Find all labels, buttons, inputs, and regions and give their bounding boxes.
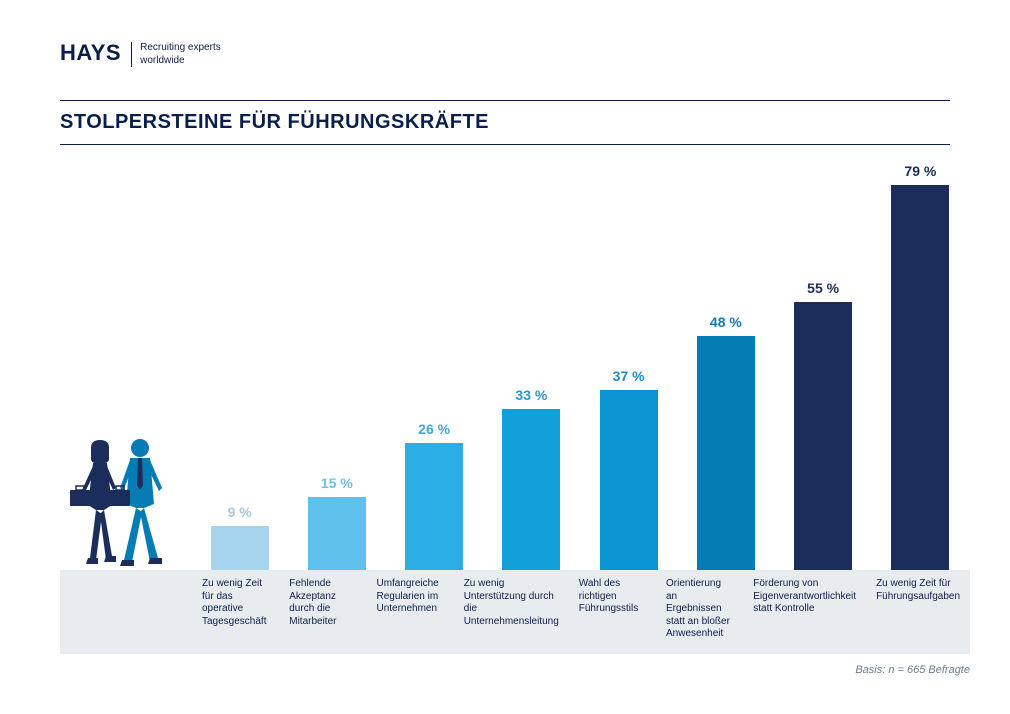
bar-value-6: 55 % xyxy=(807,280,839,296)
bar-rect-3 xyxy=(502,409,560,570)
bar-rect-1 xyxy=(308,497,366,570)
chart-region: 9 %15 %26 %33 %37 %48 %55 %79 % Zu wenig… xyxy=(60,180,970,654)
basis-note: Basis: n = 665 Befragte xyxy=(855,664,970,676)
bar-value-3: 33 % xyxy=(515,387,547,403)
bar-col-7: 79 % xyxy=(879,163,962,570)
bar-rect-5 xyxy=(697,336,755,570)
bar-value-4: 37 % xyxy=(613,368,645,384)
logo-block: HAYS Recruiting experts worldwide xyxy=(60,40,221,67)
bar-value-5: 48 % xyxy=(710,314,742,330)
bar-label-3: Zu wenig Unterstützung durch die Unterne… xyxy=(460,578,561,650)
bar-col-0: 9 % xyxy=(198,504,281,570)
bar-label-0: Zu wenig Zeit für das operative Tagesges… xyxy=(198,578,271,650)
bar-label-7: Zu wenig Zeit für Führungsaufgaben xyxy=(872,578,962,650)
bar-rect-4 xyxy=(600,390,658,570)
logo-tagline: Recruiting experts worldwide xyxy=(131,42,221,67)
bar-col-5: 48 % xyxy=(684,314,767,570)
bar-rect-6 xyxy=(794,302,852,570)
bar-value-2: 26 % xyxy=(418,421,450,437)
bars-area: 9 %15 %26 %33 %37 %48 %55 %79 % xyxy=(190,180,970,570)
bar-rect-2 xyxy=(405,443,463,570)
bar-col-4: 37 % xyxy=(587,368,670,570)
logo-main: HAYS xyxy=(60,40,121,66)
title-rule-bottom xyxy=(60,144,950,145)
bar-label-1: Fehlende Akzeptanz durch die Mitarbeiter xyxy=(285,578,358,650)
bar-label-2: Umfangreiche Regularien im Unternehmen xyxy=(372,578,445,650)
labels-area: Zu wenig Zeit für das operative Tagesges… xyxy=(190,570,970,654)
chart-title: STOLPERSTEINE FÜR FÜHRUNGSKRÄFTE xyxy=(60,101,950,144)
logo-tagline-1: Recruiting experts xyxy=(140,42,221,55)
bar-col-1: 15 % xyxy=(295,475,378,570)
bar-label-5: Orientierung an Ergebnissen statt an blo… xyxy=(662,578,735,650)
title-block: STOLPERSTEINE FÜR FÜHRUNGSKRÄFTE xyxy=(60,100,950,145)
people-illustration xyxy=(60,430,190,570)
logo-tagline-2: worldwide xyxy=(140,55,221,68)
bar-col-3: 33 % xyxy=(490,387,573,570)
bar-value-7: 79 % xyxy=(904,163,936,179)
bar-value-1: 15 % xyxy=(321,475,353,491)
bar-label-6: Förderung von Eigenverantwortlichkeit st… xyxy=(749,578,858,650)
bar-col-6: 55 % xyxy=(782,280,865,570)
bar-label-4: Wahl des richtigen Führungsstils xyxy=(575,578,648,650)
bar-rect-0 xyxy=(211,526,269,570)
bar-col-2: 26 % xyxy=(393,421,476,570)
bar-rect-7 xyxy=(891,185,949,570)
bar-value-0: 9 % xyxy=(228,504,252,520)
